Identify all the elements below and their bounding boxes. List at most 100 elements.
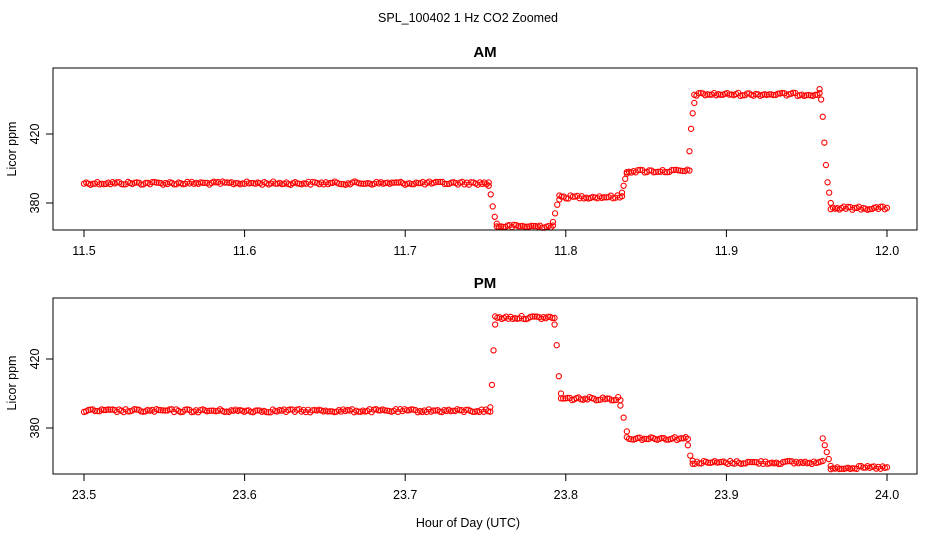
am-y-axis: 380 420 xyxy=(28,124,54,214)
am-data-point xyxy=(528,222,535,229)
pm-data-point xyxy=(162,407,169,414)
pm-data-point xyxy=(408,406,415,413)
pm-transition-point xyxy=(821,442,828,449)
pm-transition-point xyxy=(491,321,499,328)
am-data-point xyxy=(883,204,891,212)
am-data-point xyxy=(485,179,492,186)
pm-transition-point xyxy=(689,457,696,464)
pm-data-point xyxy=(704,459,712,466)
am-data-point xyxy=(232,179,239,187)
am-data-point xyxy=(388,179,396,186)
pm-transition-point xyxy=(551,321,558,328)
pm-data-point xyxy=(324,408,331,415)
am-data-point xyxy=(432,178,440,186)
pm-plot-box xyxy=(52,297,918,475)
pm-data-point xyxy=(529,313,536,320)
pm-data-point xyxy=(383,407,391,414)
am-transition-point xyxy=(618,189,626,196)
am-points xyxy=(80,86,891,231)
pm-panel-title: PM xyxy=(474,275,497,292)
pm-y-tick-label: 380 xyxy=(28,418,42,439)
am-data-point xyxy=(765,91,773,98)
pm-x-tick-label: 23.7 xyxy=(393,488,417,502)
pm-data-point xyxy=(610,397,617,404)
pm-x-axis: 23.5 23.6 23.7 23.8 23.9 24.0 xyxy=(72,473,899,502)
pm-data-point xyxy=(265,409,272,416)
pm-y-tick-label: 420 xyxy=(28,349,42,370)
am-data-point xyxy=(652,168,660,176)
pm-data-point xyxy=(715,459,723,466)
am-data-point xyxy=(415,179,422,187)
pm-data-point xyxy=(784,458,791,465)
am-transition-point xyxy=(686,148,693,155)
x-axis-label: Hour of Day (UTC) xyxy=(416,516,520,530)
am-transition-point xyxy=(485,182,492,189)
pm-data-point xyxy=(520,315,527,322)
am-data-point xyxy=(248,179,255,187)
am-data-point xyxy=(434,178,442,186)
am-transition-point xyxy=(489,203,496,210)
am-data-point xyxy=(816,90,823,97)
am-transition-point xyxy=(821,139,828,146)
am-data-point xyxy=(549,222,557,229)
pm-data-point xyxy=(107,406,114,413)
pm-points xyxy=(80,312,891,473)
am-x-tick-label: 11.8 xyxy=(554,244,577,258)
am-data-point xyxy=(443,180,451,187)
pm-x-tick-label: 23.8 xyxy=(554,488,578,502)
am-data-point xyxy=(562,195,570,202)
am-data-point xyxy=(650,169,657,176)
pm-x-tick-label: 23.6 xyxy=(232,488,256,502)
pm-data-point xyxy=(381,407,389,414)
am-data-point xyxy=(661,168,669,176)
pm-data-point xyxy=(746,458,754,466)
am-data-point xyxy=(600,194,608,201)
pm-data-point xyxy=(105,406,112,413)
pm-transition-point xyxy=(684,442,692,449)
pm-data-point xyxy=(430,407,437,414)
pm-transition-point xyxy=(487,404,494,411)
pm-data-point xyxy=(551,314,558,322)
pm-transition-point xyxy=(687,452,694,459)
am-transition-point xyxy=(827,199,834,207)
am-data-point xyxy=(774,90,781,97)
pm-transition-point xyxy=(555,373,562,380)
am-data-point xyxy=(118,180,125,188)
am-transition-point xyxy=(622,175,629,182)
am-transition-point xyxy=(549,218,557,226)
am-data-point xyxy=(360,180,367,187)
pm-data-point xyxy=(208,407,215,414)
pm-data-point xyxy=(124,408,132,415)
am-data-point xyxy=(393,179,400,186)
pm-data-point xyxy=(403,407,411,414)
am-data-point xyxy=(338,181,345,188)
pm-data-point xyxy=(206,407,213,414)
am-transition-point xyxy=(487,191,494,198)
pm-data-point xyxy=(549,314,556,322)
am-data-point xyxy=(221,179,228,186)
figure-title: SPL_100402 1 Hz CO2 Zoomed xyxy=(378,11,558,25)
pm-data-point xyxy=(560,395,567,402)
pm-x-tick-label: 23.9 xyxy=(714,488,738,502)
am-x-tick-label: 11.9 xyxy=(715,244,738,258)
am-data-point xyxy=(357,180,365,187)
am-transition-point xyxy=(824,179,831,186)
am-transition-point xyxy=(554,201,561,208)
pm-y-axis: 380 420 xyxy=(28,349,54,439)
am-data-point xyxy=(515,223,522,230)
pm-data-point xyxy=(819,457,826,465)
am-y-tick-label: 380 xyxy=(28,193,42,214)
am-transition-point xyxy=(493,220,500,227)
pm-data-point xyxy=(355,408,362,415)
am-transition-point xyxy=(691,99,698,107)
pm-data-point xyxy=(641,435,648,442)
am-data-point xyxy=(851,204,858,212)
pm-data-point xyxy=(155,406,162,414)
am-data-point xyxy=(670,166,677,174)
pm-data-point xyxy=(883,464,891,471)
am-panel: AM 11.5 11.6 11.7 11.8 11.9 12.0 380 420 Licor… xyxy=(5,44,918,258)
pm-data-point xyxy=(252,407,259,414)
pm-panel: PM 23.5 23.6 23.7 23.8 23.9 24.0 380 420 Licor… xyxy=(5,275,918,502)
pm-data-point xyxy=(166,406,173,413)
